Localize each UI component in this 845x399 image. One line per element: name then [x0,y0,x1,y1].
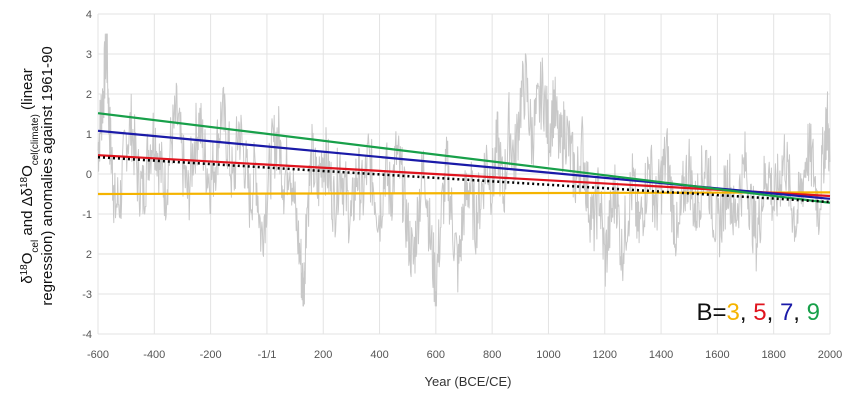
x-tick-label: 1000 [536,349,560,361]
y-axis-label-part: cel(climate) [30,114,41,165]
legend-item-3: 3 [727,299,740,326]
legend-item-5: 5 [753,299,766,326]
x-axis-label: Year (BCE/CE) [425,374,512,389]
y-tick-label: 2 [86,249,92,261]
y-axis-label-part: O [19,165,36,177]
x-tick-label: 1200 [593,349,617,361]
trend-line-b-3 [97,191,831,196]
trend-line-dotted [97,155,831,204]
y-tick-label: 4 [86,9,92,21]
x-tick-label: -1/1 [257,349,276,361]
legend-separator: , [740,299,753,326]
x-tick-label: 2000 [818,349,842,361]
x-tick-label: 1800 [761,349,785,361]
x-tick-label: 1600 [705,349,729,361]
x-axis-ticks: -600 -400 -200 -1/1 200 400 600 800 1000 1200 1400… [87,349,842,361]
x-tick-label: 800 [483,349,501,361]
y-tick-label: 0 [86,169,92,181]
y-axis-label-part: (linear [19,68,36,114]
y-axis-ticks: 4 3 2 1 0 -1 2 -3 -4 [82,9,92,341]
x-tick-label: -400 [143,349,165,361]
legend-item-7: 7 [780,299,793,326]
raw-series-layer [97,33,831,307]
y-tick-label: 2 [86,89,92,101]
legend-separator: , [793,299,806,326]
trend-line-b-9 [97,112,831,204]
y-tick-label: 3 [86,49,92,61]
y-tick-label: -1 [82,209,92,221]
y-axis-label-line2: regression) anomalies against 1961-90 [39,46,56,305]
legend-b-values: B=3, 5, 7, 9 [697,299,821,326]
y-axis-label-part: 18 [19,176,30,188]
y-axis-label-part: 18 [19,264,30,276]
legend-separator: , [767,299,780,326]
y-tick-label: -4 [82,329,92,341]
y-axis-label: δ18Ocel and Δδ18Ocel(climate) (linear re… [19,46,57,305]
legend-prefix: B= [697,299,727,326]
y-tick-label: -3 [82,289,92,301]
x-tick-label: 1400 [649,349,673,361]
x-tick-label: -200 [200,349,222,361]
y-axis-label-part: cel [30,240,41,253]
x-tick-label: -600 [87,349,109,361]
legend-item-9: 9 [807,299,820,326]
y-axis-label-part: and Δδ [19,188,36,240]
x-tick-label: 600 [427,349,445,361]
x-tick-label: 200 [314,349,332,361]
y-axis-label-part: O [19,253,36,265]
x-tick-label: 400 [370,349,388,361]
trend-line-b-5 [97,154,831,198]
trend-lines-layer [97,112,831,204]
y-axis-label-line1: δ18Ocel and Δδ18Ocel(climate) (linear [19,68,41,283]
raw-series-line [97,33,831,307]
y-tick-label: 1 [86,129,92,141]
y-axis-label-part: δ [19,275,36,283]
